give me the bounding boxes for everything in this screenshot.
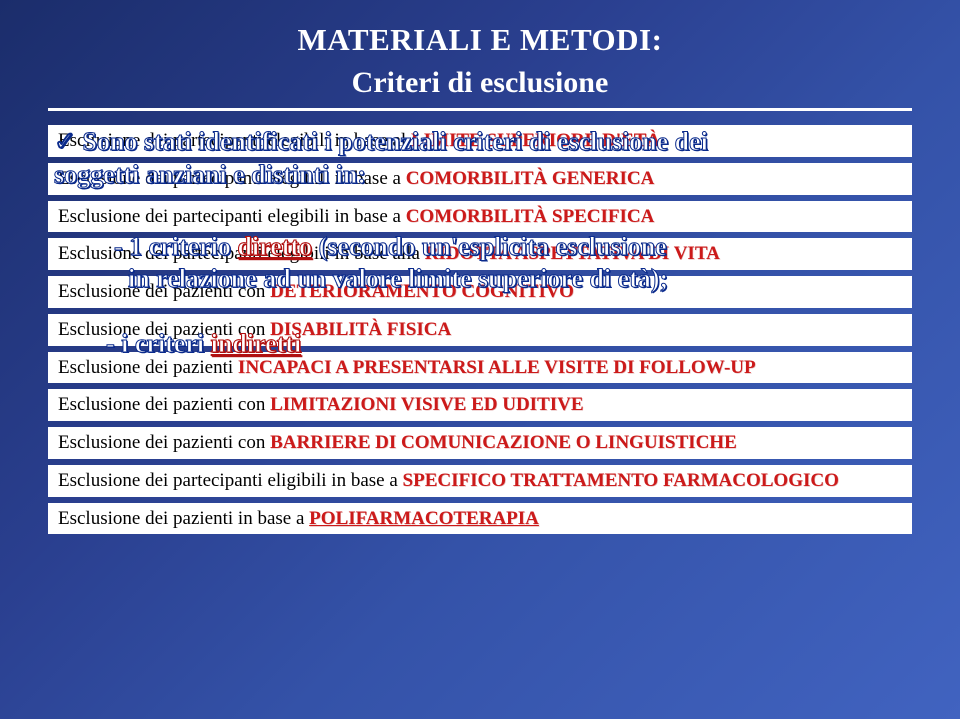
row-lead: Esclusione dei partecipanti elegibili in… <box>58 243 425 264</box>
row-highlight: LIMITE SUPERIORE D'ETÀ <box>411 130 660 151</box>
exclusion-row: Esclusione dei pazienti in base a POLIFA… <box>48 503 912 535</box>
row-highlight: RIDOTTA ASPETTATIVA DI VITA <box>425 243 720 264</box>
exclusion-row: Esclusione dei partecipanti elegibili in… <box>48 163 912 195</box>
row-highlight: LIMITAZIONI VISIVE ED UDITIVE <box>270 394 583 415</box>
exclusion-row: Esclusione dei partecipanti elegibili in… <box>48 238 912 270</box>
exclusion-row: Esclusione dei pazienti con DISABILITÀ F… <box>48 314 912 346</box>
row-lead: Esclusione dei pazienti con <box>58 319 270 340</box>
row-highlight: COMORBILITÀ GENERICA <box>406 168 655 189</box>
slide-subtitle: Criteri di esclusione <box>0 58 960 100</box>
row-highlight: INCAPACI A PRESENTARSI ALLE VISITE DI FO… <box>238 357 756 378</box>
exclusion-row: Esclusione dei pazienti con BARRIERE DI … <box>48 427 912 459</box>
row-lead: Esclusione dei pazienti in base a <box>58 508 309 529</box>
row-highlight: POLIFARMACOTERAPIA <box>309 508 539 529</box>
row-lead: Esclusione dei pazienti <box>58 357 238 378</box>
exclusion-row: Esclusione dei pazienti con DETERIORAMEN… <box>48 276 912 308</box>
row-highlight: DISABILITÀ FISICA <box>270 319 451 340</box>
content-area: Esclusione dei partecipanti elegibili in… <box>48 125 912 534</box>
row-highlight: SPECIFICO TRATTAMENTO FARMACOLOGICO <box>403 470 839 491</box>
row-lead: Esclusione dei partecipanti elegibili in… <box>58 168 406 189</box>
row-lead: Esclusione dei partecipanti elegibili in… <box>58 206 406 227</box>
slide-title: MATERIALI E METODI: <box>0 0 960 58</box>
exclusion-row: Esclusione dei partecipanti elegibili in… <box>48 201 912 233</box>
exclusion-row: Esclusione dei partecipanti elegibili in… <box>48 125 912 157</box>
exclusion-row: Esclusione dei partecipanti eligibili in… <box>48 465 912 497</box>
slide: MATERIALI E METODI: Criteri di esclusion… <box>0 0 960 719</box>
row-highlight: DETERIORAMENTO COGNITIVO <box>270 281 574 302</box>
exclusion-row: Esclusione dei pazienti INCAPACI A PRESE… <box>48 352 912 384</box>
row-highlight: BARRIERE DI COMUNICAZIONE O LINGUISTICHE <box>270 432 737 453</box>
exclusion-row: Esclusione dei pazienti con LIMITAZIONI … <box>48 389 912 421</box>
row-highlight: COMORBILITÀ SPECIFICA <box>406 206 655 227</box>
row-lead: Esclusione dei pazienti con <box>58 432 270 453</box>
row-lead: Esclusione dei pazienti con <box>58 281 270 302</box>
row-lead: Esclusione dei partecipanti elegibili in… <box>58 130 411 151</box>
title-rule <box>48 108 912 111</box>
row-lead: Esclusione dei pazienti con <box>58 394 270 415</box>
row-lead: Esclusione dei partecipanti eligibili in… <box>58 470 403 491</box>
